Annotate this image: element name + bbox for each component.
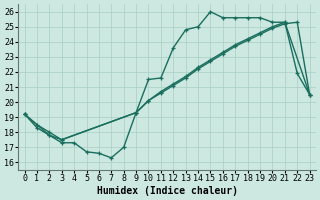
X-axis label: Humidex (Indice chaleur): Humidex (Indice chaleur)	[97, 186, 237, 196]
